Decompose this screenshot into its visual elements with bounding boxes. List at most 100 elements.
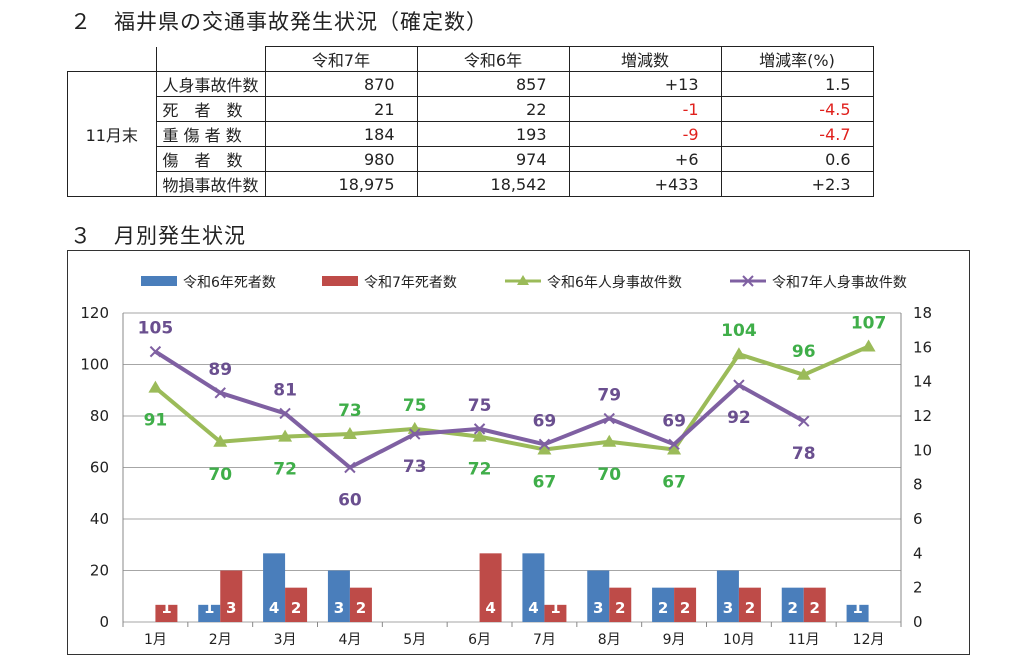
cell-rate: +2.3 bbox=[720, 171, 874, 197]
x-axis-label: 12月 bbox=[853, 632, 885, 648]
bar-data-label: 2 bbox=[788, 599, 798, 617]
table-header-row: 令和7年 令和6年 増減数 増減率(%) bbox=[67, 46, 874, 72]
cell-r7: 18,975 bbox=[264, 171, 418, 197]
accident-stats-table: 令和7年 令和6年 増減数 増減率(%) 11月末 人身事故件数 870 857… bbox=[67, 46, 874, 197]
bar-data-label: 2 bbox=[680, 599, 690, 617]
bar-data-label: 3 bbox=[334, 599, 344, 617]
left-axis-tick: 60 bbox=[90, 459, 109, 477]
cell-r6: 857 bbox=[416, 71, 570, 97]
legend-swatch bbox=[322, 276, 358, 286]
legend-swatch bbox=[141, 276, 177, 286]
bar-r7-deaths bbox=[609, 587, 632, 622]
line-r7-marker bbox=[344, 461, 356, 474]
right-axis-tick: 10 bbox=[913, 441, 932, 459]
row-label: 人身事故件数 bbox=[155, 71, 266, 97]
line-r7-data-label: 60 bbox=[338, 491, 362, 511]
line-r6-marker bbox=[731, 347, 746, 360]
x-axis-label: 4月 bbox=[338, 632, 361, 648]
line-r6-marker bbox=[667, 442, 682, 455]
line-r7-marker bbox=[409, 428, 421, 440]
bar-data-label: 1 bbox=[161, 599, 171, 617]
line-r6-marker bbox=[213, 434, 228, 447]
line-r6-marker bbox=[602, 434, 617, 447]
legend-label: 令和6年人身事故件数 bbox=[547, 275, 682, 291]
line-r6-marker bbox=[537, 442, 552, 455]
left-axis-tick: 40 bbox=[90, 510, 109, 528]
bar-r7-deaths bbox=[479, 553, 502, 622]
line-r6-data-label: 67 bbox=[662, 472, 686, 492]
bar-data-label: 2 bbox=[658, 599, 668, 617]
line-r7-marker bbox=[279, 407, 291, 420]
bar-r6-deaths bbox=[846, 604, 869, 622]
x-axis-label: 2月 bbox=[209, 632, 232, 648]
line-r6-marker bbox=[861, 339, 876, 352]
line-r7-data-label: 69 bbox=[533, 411, 557, 431]
cell-diff: -1 bbox=[568, 96, 722, 122]
table-row: 物損事故件数 18,975 18,542 +433 +2.3 bbox=[68, 171, 874, 197]
line-r6-data-label: 70 bbox=[208, 465, 232, 485]
legend-label: 令和7年死者数 bbox=[364, 275, 457, 291]
bar-r7-deaths bbox=[803, 587, 826, 622]
cell-r7: 184 bbox=[264, 121, 418, 147]
left-axis-tick: 80 bbox=[90, 407, 109, 425]
line-r6-data-label: 72 bbox=[468, 460, 492, 480]
line-r6-data-label: 104 bbox=[721, 321, 757, 341]
column-header: 増減率(%) bbox=[720, 46, 874, 72]
bar-data-label: 3 bbox=[226, 599, 236, 617]
line-r6-marker bbox=[796, 367, 811, 380]
bar-data-label: 2 bbox=[356, 599, 366, 617]
right-axis-tick: 14 bbox=[913, 373, 932, 391]
bar-r6-deaths bbox=[327, 570, 350, 622]
legend-marker bbox=[742, 275, 754, 287]
x-axis-label: 10月 bbox=[723, 632, 755, 648]
x-axis-label: 11月 bbox=[788, 632, 820, 648]
line-r6-marker bbox=[278, 429, 293, 442]
bar-r7-deaths bbox=[220, 570, 243, 622]
line-r6-data-label: 96 bbox=[792, 342, 816, 362]
right-axis-tick: 6 bbox=[913, 510, 923, 528]
bar-r6-deaths bbox=[716, 570, 739, 622]
line-r7-data-label: 69 bbox=[662, 411, 686, 431]
left-axis-tick: 100 bbox=[80, 356, 109, 374]
left-axis-tick: 120 bbox=[80, 304, 109, 322]
line-r7-marker bbox=[798, 415, 810, 427]
line-r7-data-label: 81 bbox=[273, 380, 297, 400]
line-r7-data-label: 78 bbox=[792, 444, 816, 464]
bar-r6-deaths bbox=[198, 604, 221, 622]
bar-data-label: 2 bbox=[615, 599, 625, 617]
line-r7-data-label: 73 bbox=[403, 457, 427, 477]
line-r6-data-label: 72 bbox=[273, 460, 297, 480]
x-axis-label: 9月 bbox=[663, 632, 686, 648]
cell-diff: +13 bbox=[568, 71, 722, 97]
section-2-title: ２ 福井県の交通事故発生状況（確定数） bbox=[70, 10, 488, 34]
x-axis-label: 5月 bbox=[403, 632, 426, 648]
line-r6-data-label: 67 bbox=[533, 472, 557, 492]
bar-r7-deaths bbox=[349, 587, 372, 622]
legend-label: 令和6年死者数 bbox=[183, 275, 276, 291]
line-r6-marker bbox=[148, 380, 163, 393]
legend-marker bbox=[517, 275, 529, 285]
x-axis-label: 8月 bbox=[598, 632, 621, 648]
right-axis-tick: 0 bbox=[913, 613, 923, 631]
left-axis-tick: 20 bbox=[90, 562, 109, 580]
line-r6-accidents bbox=[154, 344, 870, 452]
monthly-chart-frame: 0 20 40 60 80 100 120 0 2 4 6 8 10 12 14 16 18 1月 2月 3月 4月 5月… bbox=[67, 250, 970, 655]
bar-r7-deaths bbox=[155, 604, 178, 622]
cell-r6: 974 bbox=[416, 146, 570, 172]
right-axis-tick: 12 bbox=[913, 407, 932, 425]
line-r7-marker bbox=[538, 438, 551, 451]
x-axis-label: 1月 bbox=[144, 632, 167, 648]
bar-data-label: 1 bbox=[204, 599, 214, 617]
line-r6-marker bbox=[472, 429, 487, 442]
period-label: 11月末 bbox=[67, 71, 157, 197]
line-r6-data-label: 107 bbox=[851, 313, 887, 333]
column-header: 令和7年 bbox=[264, 46, 418, 72]
line-r7-data-label: 92 bbox=[727, 408, 751, 428]
bar-r7-deaths bbox=[544, 604, 567, 622]
line-r7-data-label: 79 bbox=[597, 386, 621, 406]
bar-data-label: 1 bbox=[550, 599, 560, 617]
bar-r7-deaths bbox=[674, 587, 697, 622]
cell-r7: 870 bbox=[264, 71, 418, 97]
row-label: 物損事故件数 bbox=[155, 171, 266, 197]
